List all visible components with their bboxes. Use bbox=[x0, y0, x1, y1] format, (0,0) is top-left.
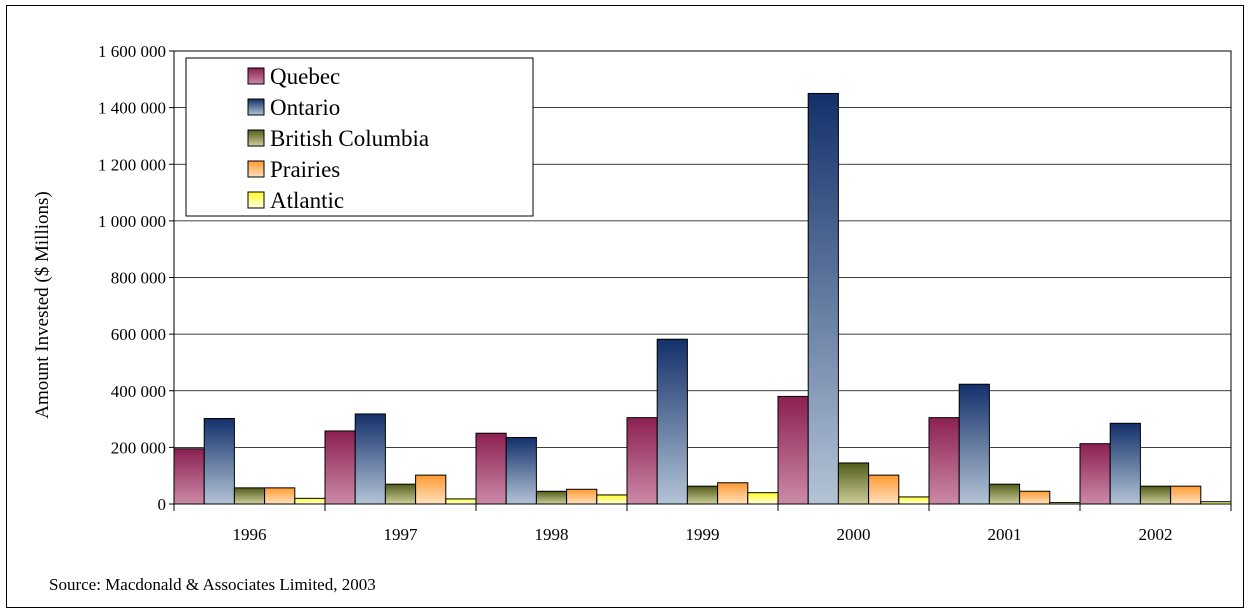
legend-label-prairies: Prairies bbox=[270, 157, 340, 182]
source-note: Source: Macdonald & Associates Limited, … bbox=[49, 575, 376, 594]
y-tick-label: 1 600 000 bbox=[98, 42, 166, 61]
legend-swatch-ontario bbox=[247, 98, 265, 116]
y-tick-label: 1 200 000 bbox=[98, 155, 166, 174]
bar-quebec-2001 bbox=[928, 417, 960, 505]
x-tick-label: 1996 bbox=[233, 525, 267, 544]
legend: Quebec Ontario British Columbia Prairies Atl… bbox=[185, 57, 534, 217]
y-tick-label: 1 000 000 bbox=[98, 212, 166, 231]
bar-prairies-1998 bbox=[566, 488, 598, 505]
legend-swatch-british-columbia bbox=[247, 129, 265, 147]
bar-quebec-2002 bbox=[1079, 443, 1111, 505]
bar-ontario-1997 bbox=[354, 413, 386, 505]
bar-quebec-1999 bbox=[626, 417, 658, 505]
legend-box bbox=[185, 57, 534, 217]
bar-ontario-2000 bbox=[807, 92, 839, 505]
bar-ontario-2002 bbox=[1109, 422, 1141, 505]
bar-british-columbia-1999 bbox=[686, 485, 719, 505]
y-tick-label: 200 000 bbox=[111, 438, 166, 457]
bar-prairies-1996 bbox=[264, 487, 296, 505]
bar-quebec-1996 bbox=[173, 448, 205, 505]
y-tick-label: 600 000 bbox=[111, 325, 166, 344]
legend-swatch-quebec bbox=[247, 67, 265, 85]
x-tick-label: 2001 bbox=[988, 525, 1022, 544]
bar-prairies-2001 bbox=[1019, 490, 1051, 505]
bar-atlantic-1999 bbox=[747, 492, 779, 505]
bar-quebec-2000 bbox=[777, 395, 809, 505]
bar-british-columbia-2000 bbox=[837, 462, 870, 505]
y-tick-label: 1 400 000 bbox=[98, 99, 166, 118]
x-tick-label: 2002 bbox=[1139, 525, 1173, 544]
bar-british-columbia-2002 bbox=[1139, 485, 1172, 505]
bar-atlantic-1997 bbox=[445, 498, 477, 505]
x-tick-label: 1999 bbox=[686, 525, 720, 544]
y-tick-label: 800 000 bbox=[111, 269, 166, 288]
x-tick-label: 1998 bbox=[535, 525, 569, 544]
legend-swatch-prairies bbox=[247, 160, 265, 178]
bar-prairies-2002 bbox=[1170, 485, 1202, 505]
y-tick-label: 0 bbox=[158, 495, 167, 514]
legend-label-ontario: Ontario bbox=[270, 95, 340, 120]
bar-ontario-1999 bbox=[656, 338, 688, 505]
bar-british-columbia-1996 bbox=[233, 487, 266, 505]
legend-label-british-columbia: British Columbia bbox=[270, 126, 429, 151]
bar-atlantic-2000 bbox=[898, 496, 930, 505]
y-tick-label: 400 000 bbox=[111, 382, 166, 401]
bar-atlantic-1998 bbox=[596, 494, 628, 505]
bar-prairies-1997 bbox=[415, 474, 447, 505]
legend-label-atlantic: Atlantic bbox=[270, 188, 344, 213]
bar-quebec-1997 bbox=[324, 430, 356, 505]
bar-prairies-2000 bbox=[868, 474, 900, 505]
bar-ontario-1996 bbox=[203, 417, 235, 505]
bar-prairies-1999 bbox=[717, 482, 749, 505]
bar-atlantic-1996 bbox=[294, 497, 326, 505]
y-axis-label: Amount Invested ($ Millions) bbox=[32, 191, 53, 418]
legend-label-quebec: Quebec bbox=[270, 64, 340, 89]
bar-ontario-2001 bbox=[958, 383, 990, 505]
legend-swatch-atlantic bbox=[247, 191, 265, 209]
bar-quebec-1998 bbox=[475, 432, 507, 505]
bar-british-columbia-1997 bbox=[384, 483, 417, 505]
x-tick-label: 1997 bbox=[384, 525, 419, 544]
x-tick-label: 2000 bbox=[837, 525, 871, 544]
bar-british-columbia-2001 bbox=[988, 483, 1021, 505]
bar-ontario-1998 bbox=[505, 436, 537, 505]
bar-british-columbia-1998 bbox=[535, 490, 568, 505]
